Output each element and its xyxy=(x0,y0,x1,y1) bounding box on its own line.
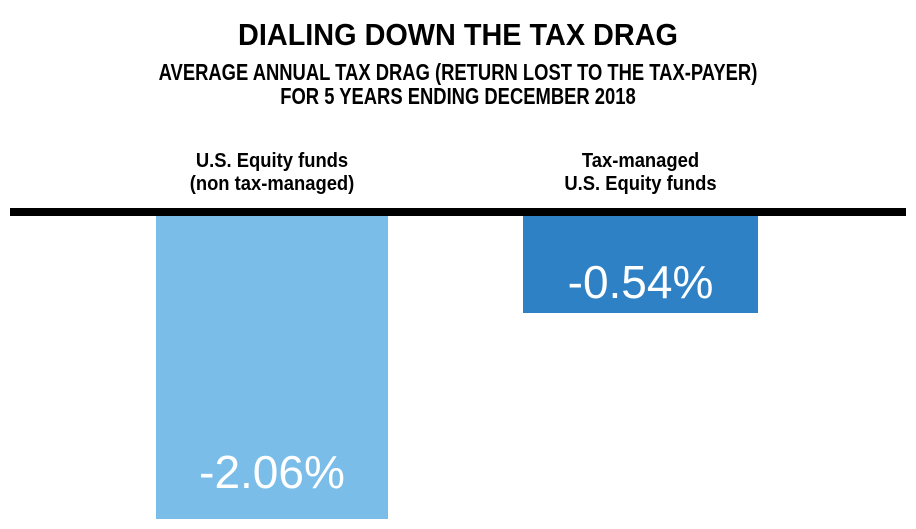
category-label-line2: (non tax-managed) xyxy=(189,173,355,195)
category-label-line1: Tax-managed xyxy=(581,150,700,172)
chart-title: DIALING DOWN THE TAX DRAG xyxy=(238,17,678,52)
chart-subtitle-line2: FOR 5 YEARS ENDING DECEMBER 2018 xyxy=(280,83,636,109)
category-label-tax-managed: Tax-managed U.S. Equity funds xyxy=(532,150,748,196)
zero-baseline xyxy=(10,208,906,216)
bar-non-tax-managed: -2.06% xyxy=(156,216,388,519)
chart-subtitle: AVERAGE ANNUAL TAX DRAG (RETURN LOST TO … xyxy=(92,60,825,108)
category-label-line1: U.S. Equity funds xyxy=(195,150,349,172)
category-label-line2: U.S. Equity funds xyxy=(564,173,717,195)
bar-value-label-non-tax-managed: -2.06% xyxy=(199,446,345,498)
bar-tax-managed: -0.54% xyxy=(523,216,758,313)
category-label-non-tax-managed: U.S. Equity funds (non tax-managed) xyxy=(165,150,378,196)
chart-subtitle-line1: AVERAGE ANNUAL TAX DRAG (RETURN LOST TO … xyxy=(158,59,758,85)
bar-value-label-tax-managed: -0.54% xyxy=(567,256,714,308)
